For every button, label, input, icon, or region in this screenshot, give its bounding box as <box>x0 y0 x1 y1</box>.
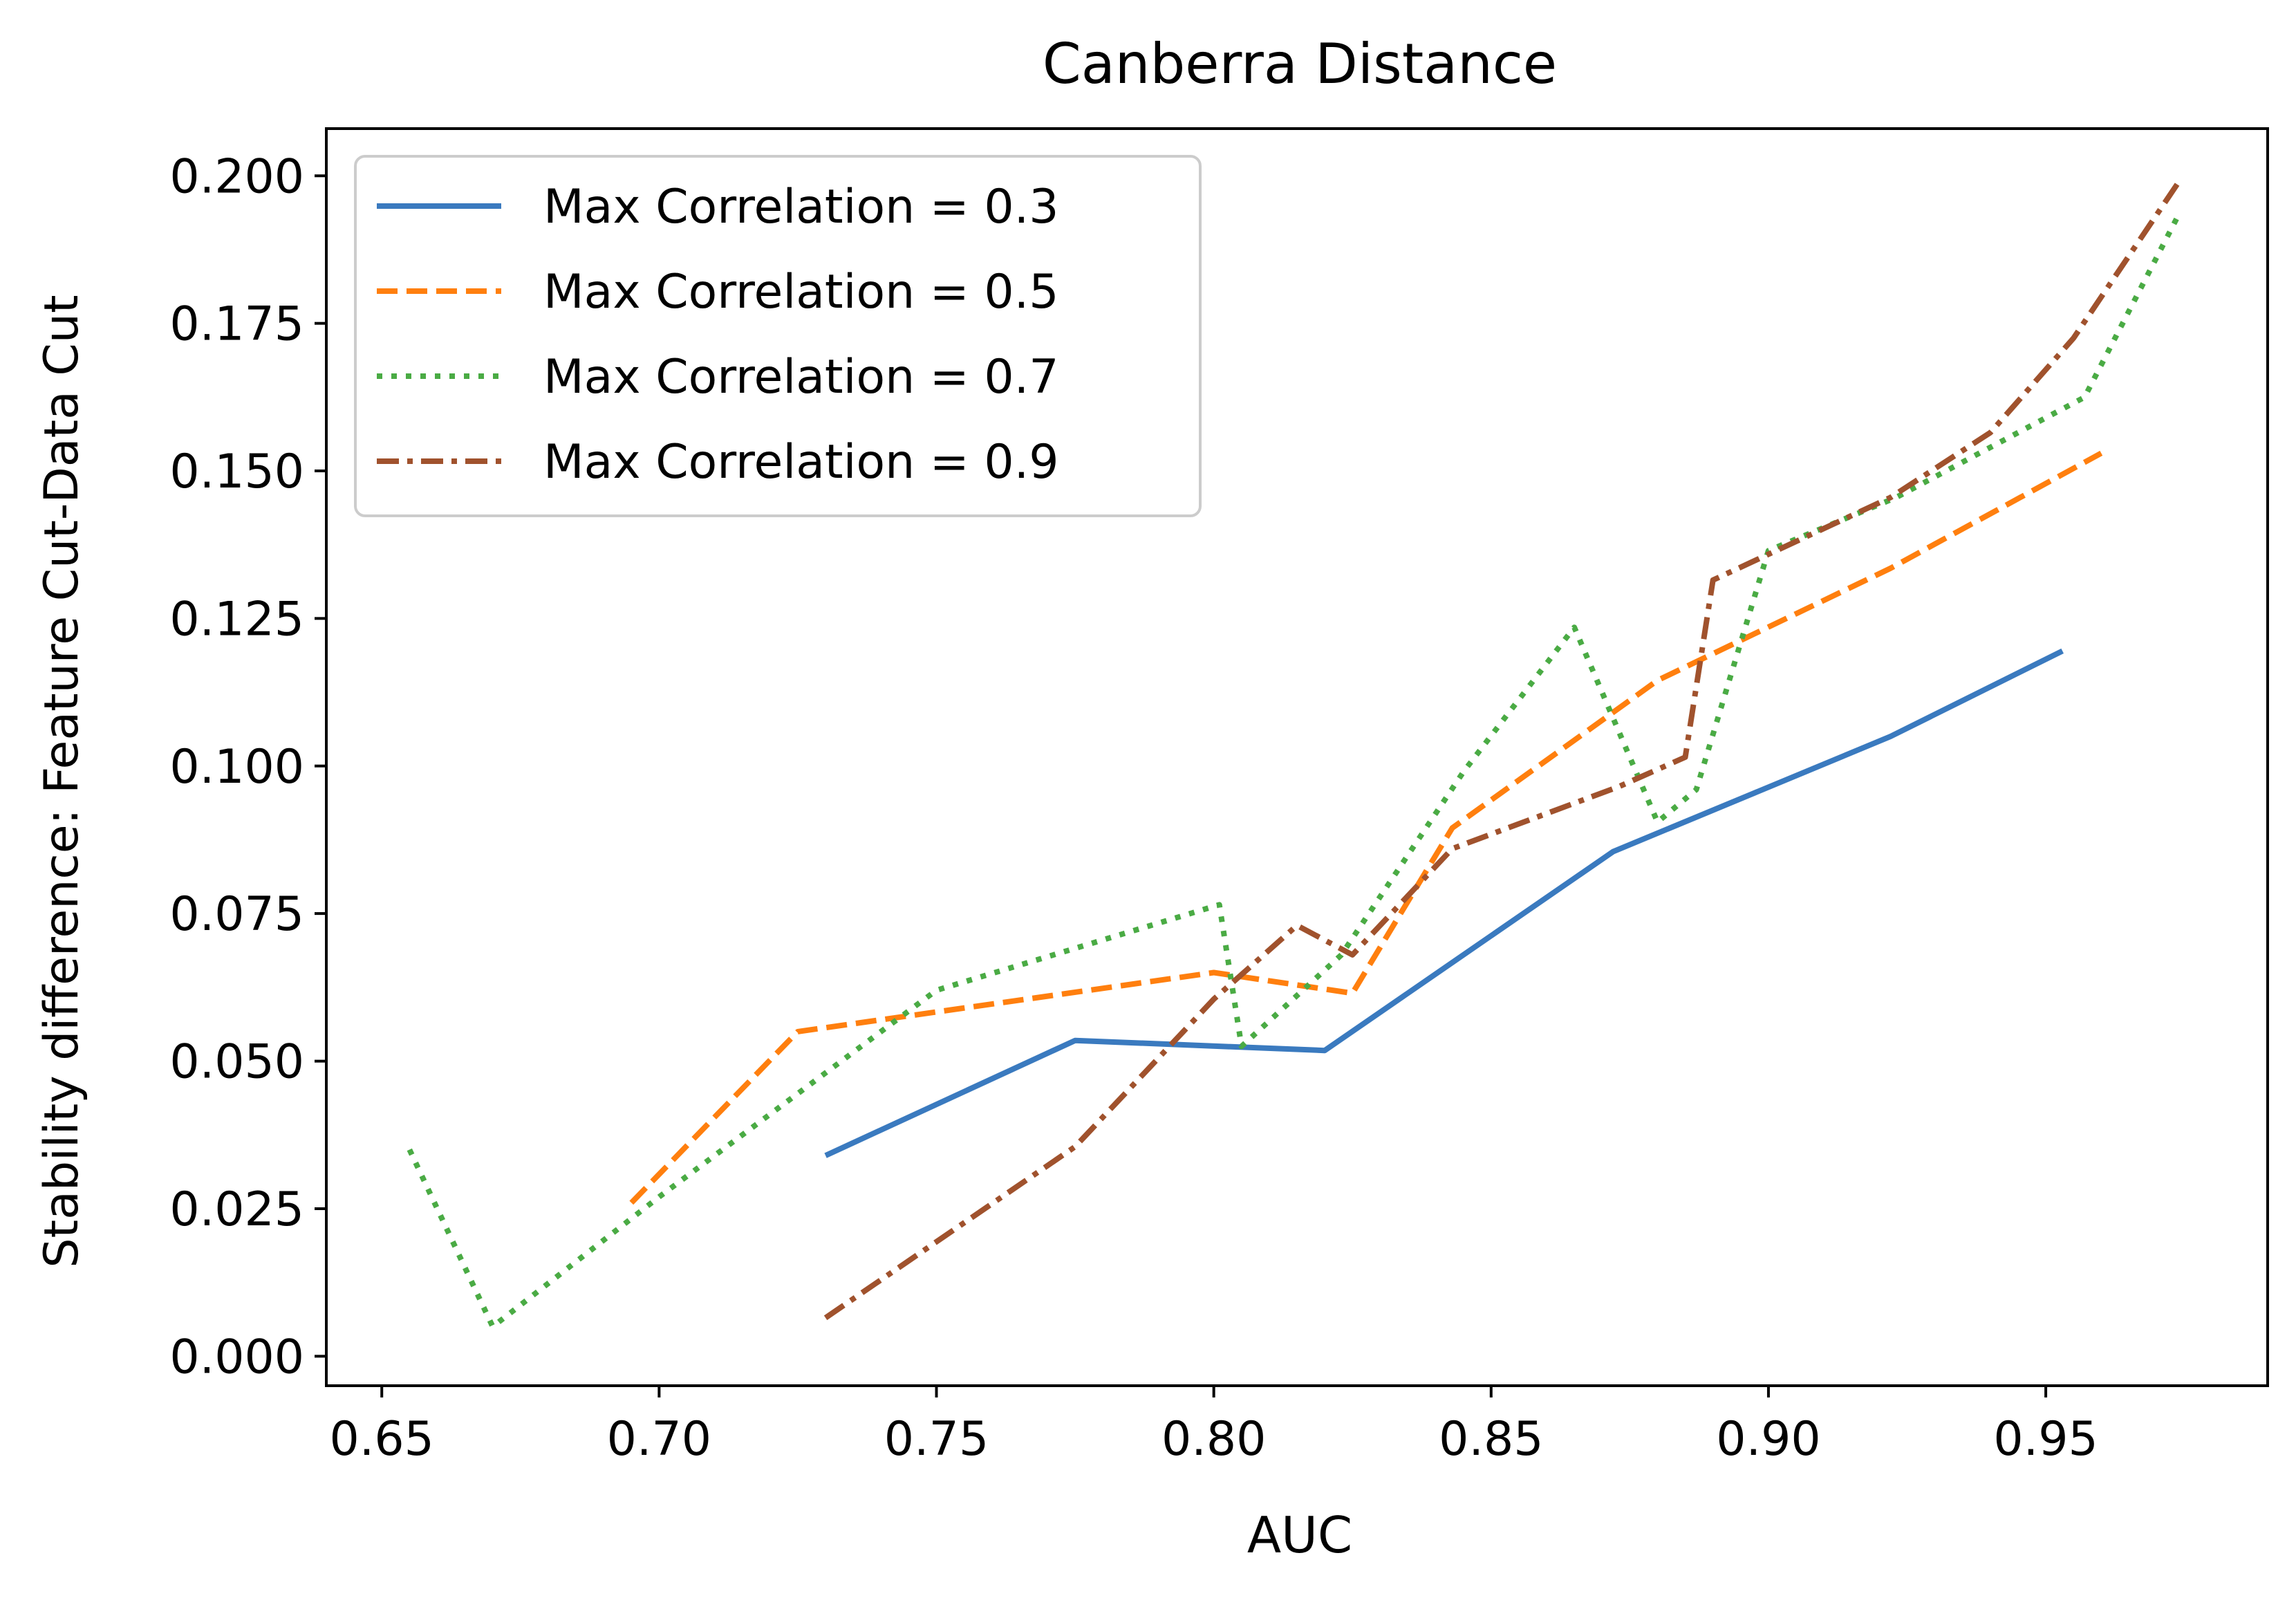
legend: Max Correlation = 0.3 Max Correlation = 0… <box>354 155 1202 517</box>
legend-box <box>354 155 1202 517</box>
plot-area <box>407 180 2182 1330</box>
x-tick-label: 0.75 <box>884 1412 989 1467</box>
x-tick-label: 0.80 <box>1161 1412 1266 1467</box>
x-tick-label: 0.85 <box>1439 1412 1543 1467</box>
legend-label-1: Max Correlation = 0.5 <box>543 265 1059 319</box>
legend-label-3: Max Correlation = 0.9 <box>543 435 1059 490</box>
x-tick-label: 0.90 <box>1716 1412 1820 1467</box>
plot-frame <box>325 127 2269 1387</box>
y-tick-label: 0.125 <box>169 592 304 647</box>
series-line-1 <box>629 450 2103 1205</box>
x-axis-label: AUC <box>1247 1506 1352 1564</box>
legend-label-0: Max Correlation = 0.3 <box>543 180 1059 234</box>
y-tick-label: 0.000 <box>169 1330 304 1384</box>
series-line-3 <box>823 180 2181 1321</box>
y-tick-label: 0.100 <box>169 740 304 795</box>
y-tick-label: 0.050 <box>169 1035 304 1090</box>
chart-title: Canberra Distance <box>1043 32 1557 96</box>
y-tick-label: 0.075 <box>169 887 304 942</box>
legend-label-2: Max Correlation = 0.7 <box>543 350 1059 405</box>
x-tick-label: 0.70 <box>607 1412 711 1467</box>
series-line-0 <box>824 648 2064 1158</box>
x-tick-label: 0.65 <box>330 1412 434 1467</box>
axis-ticks: 0.65 0.70 0.75 0.80 0.85 0.90 0.95 0.000 0.025 0.… <box>169 149 2098 1467</box>
y-tick-label: 0.025 <box>169 1182 304 1237</box>
y-tick-label: 0.200 <box>169 149 304 204</box>
x-tick-label: 0.95 <box>1993 1412 2098 1467</box>
y-axis-label: Stability difference: Feature Cut-Data C… <box>35 295 89 1267</box>
y-tick-label: 0.150 <box>169 445 304 499</box>
y-tick-label: 0.175 <box>169 297 304 352</box>
